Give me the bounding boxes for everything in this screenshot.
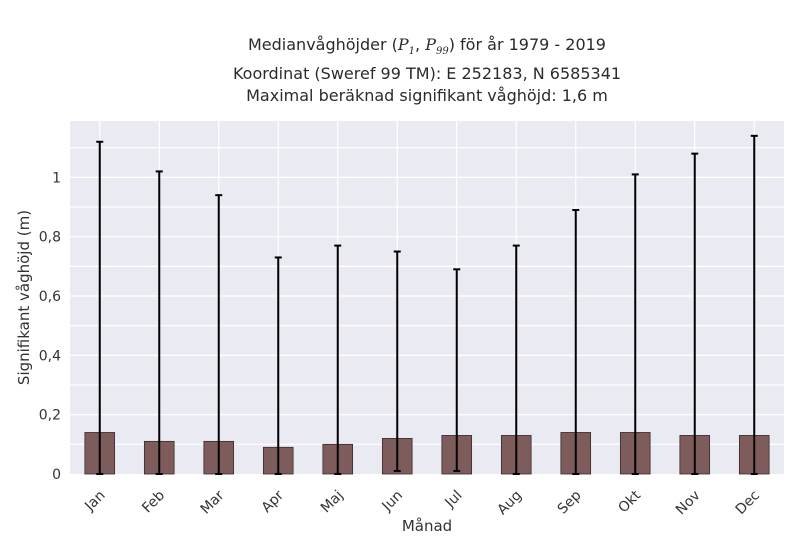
title-separator: , (415, 35, 426, 54)
y-tick-label: 1 (52, 170, 61, 186)
x-tick-label: Feb (139, 487, 168, 516)
y-tick-label: 0,8 (39, 230, 61, 246)
x-tick-label: Aug (494, 488, 525, 519)
title-line-1-suffix: ) för år 1979 - 2019 (448, 35, 606, 54)
error-bars (96, 134, 758, 475)
title-line-1: Medianvåghöjder (P1, P99) för år 1979 - … (70, 34, 784, 63)
x-tick-label: Apr (259, 487, 288, 516)
y-tick-label: 0,2 (39, 408, 61, 424)
title-p1-sub: 1 (408, 46, 416, 58)
plot-area (70, 121, 784, 474)
x-tick-labels: Jan Feb Mar Apr Maj Jun Jul Aug Sep Okt Nov Dec (81, 487, 763, 518)
chart-title: Medianvåghöjder (P1, P99) för år 1979 - … (70, 34, 784, 107)
title-line-3: Maximal beräknad signifikant våghöjd: 1,… (246, 86, 608, 106)
x-tick-label: Sep (555, 487, 585, 517)
y-tick-labels: 0 0,2 0,4 0,6 0,8 1 (39, 170, 61, 483)
x-tick-label: Jul (442, 488, 466, 512)
x-tick-label: Mar (198, 487, 228, 517)
title-line-1-prefix: Medianvåghöjder ( (248, 35, 398, 54)
x-axis-label: Månad (402, 517, 452, 535)
title-p99-letter: P (425, 35, 436, 54)
title-p1-letter: P (397, 35, 409, 54)
x-tick-label: Okt (615, 487, 644, 516)
title-p99-sub: 99 (435, 46, 449, 58)
title-p99: P99 (425, 35, 449, 58)
y-tick-label: 0,6 (39, 289, 61, 305)
x-tick-label: Dec (733, 488, 763, 518)
y-tick-label: 0 (52, 467, 61, 483)
x-tick-label: Nov (673, 488, 704, 519)
x-tick-label: Maj (318, 488, 347, 517)
y-tick-label: 0,4 (39, 348, 61, 364)
title-p1: P1 (397, 35, 416, 58)
x-tick-label: Jun (379, 488, 406, 515)
y-axis-label: Signifikant våghöjd (m) (15, 210, 33, 385)
title-line-2: Koordinat (Sweref 99 TM): E 252183, N 65… (232, 64, 622, 84)
x-tick-label: Jan (81, 488, 108, 515)
